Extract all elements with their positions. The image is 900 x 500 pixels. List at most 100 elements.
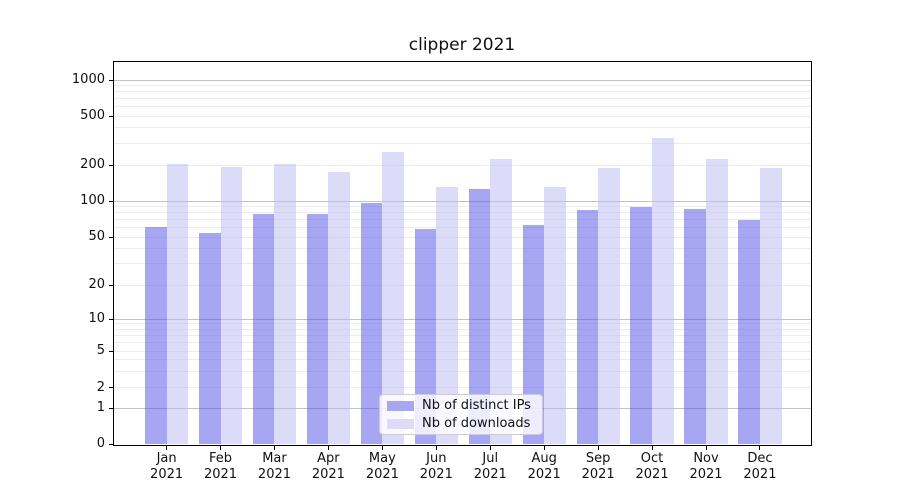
x-tick-label-apr: Apr 2021	[296, 451, 360, 483]
bar-downloads-may	[382, 152, 404, 445]
x-tick-label-jun: Jun 2021	[404, 451, 468, 483]
gridline-minor	[113, 387, 811, 388]
gridline-minor	[113, 84, 811, 86]
y-tick-mark	[109, 79, 113, 81]
y-tick-mark	[109, 164, 113, 166]
gridline-minor	[113, 98, 811, 100]
x-tick-label-dec: Dec 2021	[728, 451, 792, 483]
y-tick-label: 100	[80, 193, 105, 208]
x-tick-mark	[220, 445, 222, 450]
x-tick-label-feb: Feb 2021	[189, 451, 253, 483]
gridline-minor	[113, 236, 811, 238]
bar-distinct-ips-may	[360, 202, 383, 445]
x-tick-label-year: 2021	[581, 467, 615, 482]
x-tick-label-mar: Mar 2021	[242, 451, 306, 483]
y-tick-label: 500	[80, 108, 105, 123]
x-tick-label-year: 2021	[473, 467, 507, 482]
bar-downloads-apr	[328, 171, 350, 445]
bar-downloads-jan	[166, 164, 189, 445]
gridline-minor	[113, 350, 811, 352]
gridline-minor	[113, 370, 811, 372]
x-tick-mark	[705, 445, 707, 450]
gridline-minor	[113, 284, 811, 286]
bar-distinct-ips-oct	[630, 207, 653, 445]
legend-item-distinct-ips: Nb of distinct IPs	[387, 398, 535, 413]
bar-distinct-ips-aug	[522, 224, 545, 445]
y-tick-mark	[109, 387, 113, 388]
y-tick-mark	[109, 407, 113, 409]
legend: Nb of distinct IPs Nb of downloads	[379, 394, 543, 435]
x-tick-label-nov: Nov 2021	[674, 451, 738, 483]
x-tick-label-oct: Oct 2021	[620, 451, 684, 483]
bar-downloads-nov	[706, 158, 728, 445]
x-tick-label-sep: Sep 2021	[566, 451, 630, 483]
gridline-minor	[113, 342, 811, 344]
bar-downloads-sep	[598, 167, 620, 445]
gridline-minor	[113, 359, 811, 361]
bar-downloads-dec	[759, 167, 782, 445]
bar-distinct-ips-apr	[306, 213, 329, 445]
bar-distinct-ips-dec	[738, 220, 760, 445]
y-tick-label: 200	[80, 157, 105, 172]
gridline-minor	[113, 227, 811, 229]
x-tick-mark	[435, 445, 437, 450]
x-tick-label-year: 2021	[527, 467, 561, 482]
x-tick-label-year: 2021	[743, 467, 777, 482]
gridline-major	[113, 318, 811, 320]
bar-distinct-ips-sep	[576, 210, 599, 445]
gridline-minor	[113, 334, 811, 336]
x-tick-mark	[597, 445, 599, 450]
x-tick-mark	[651, 445, 653, 450]
legend-item-downloads: Nb of downloads	[387, 416, 535, 431]
x-tick-label-year: 2021	[203, 467, 238, 482]
y-tick-label: 50	[88, 229, 105, 244]
gridline-minor	[113, 91, 811, 93]
x-tick-label-year: 2021	[419, 467, 453, 482]
gridline-minor	[113, 164, 811, 166]
gridline-minor	[113, 106, 811, 108]
bar-distinct-ips-mar	[252, 213, 275, 445]
gridline-minor	[113, 263, 811, 265]
y-tick-label: 1	[96, 400, 105, 415]
y-tick-label: 10	[88, 311, 105, 326]
gridline-minor	[113, 142, 811, 144]
y-tick-label: 1000	[71, 72, 105, 87]
x-tick-mark	[759, 445, 761, 450]
gridline-minor	[113, 219, 811, 221]
bar-downloads-jul	[490, 158, 512, 445]
bar-downloads-aug	[544, 186, 566, 445]
chart-title: clipper 2021	[408, 35, 516, 55]
x-tick-label-year: 2021	[257, 467, 292, 482]
y-tick-mark	[109, 236, 113, 238]
gridline-minor	[113, 248, 811, 250]
y-tick-mark	[109, 284, 113, 286]
legend-swatch-distinct-ips	[387, 400, 414, 411]
gridline-major	[113, 79, 811, 81]
x-tick-label-year: 2021	[311, 467, 345, 482]
gridline-minor	[113, 212, 811, 214]
bar-distinct-ips-feb	[198, 233, 221, 445]
bar-distinct-ips-jul	[468, 188, 491, 445]
bar-distinct-ips-jan	[145, 226, 167, 445]
bar-downloads-jun	[436, 186, 458, 445]
gridline-major	[113, 200, 811, 202]
y-tick-mark	[109, 318, 113, 320]
x-tick-label-year: 2021	[365, 467, 399, 482]
bar-downloads-feb	[220, 167, 243, 445]
y-tick-mark	[109, 443, 113, 445]
x-tick-mark	[166, 445, 168, 450]
y-tick-mark	[109, 200, 113, 202]
bar-downloads-oct	[652, 137, 674, 445]
bar-downloads-mar	[274, 163, 297, 445]
y-tick-label: 2	[96, 379, 105, 395]
x-tick-label-year: 2021	[150, 467, 184, 482]
x-tick-mark	[489, 445, 491, 450]
x-tick-mark	[327, 445, 329, 450]
bar-distinct-ips-nov	[684, 208, 706, 445]
legend-label: Nb of distinct IPs	[422, 398, 531, 413]
x-tick-label-aug: Aug 2021	[512, 451, 576, 483]
x-tick-label-jan: Jan 2021	[135, 451, 199, 483]
y-tick-label: 20	[88, 277, 105, 292]
y-tick-mark	[109, 350, 113, 352]
